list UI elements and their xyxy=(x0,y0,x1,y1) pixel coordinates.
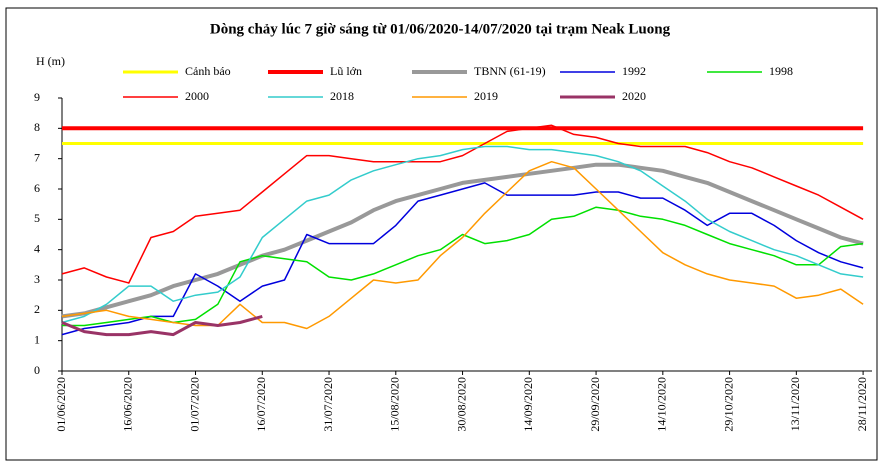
series-line xyxy=(61,314,263,337)
y-tick-label: 2 xyxy=(34,302,40,316)
legend-label: 2019 xyxy=(474,89,498,103)
y-tick-label: 0 xyxy=(34,363,40,377)
legend-label: 2018 xyxy=(330,89,354,103)
y-axis-label: H (m) xyxy=(36,54,65,68)
y-tick-label: 5 xyxy=(34,211,40,225)
y-tick-label: 6 xyxy=(34,181,40,195)
x-tick-label: 14/09/2020 xyxy=(521,377,535,432)
x-tick-label: 14/10/2020 xyxy=(655,377,669,432)
legend-label: TBNN (61-19) xyxy=(474,64,546,78)
series-line xyxy=(61,145,864,324)
legend-label: 2000 xyxy=(185,89,209,103)
x-tick-label: 30/08/2020 xyxy=(454,377,468,432)
legend-label: Lũ lớn xyxy=(330,64,362,78)
x-tick-label: 16/07/2020 xyxy=(254,377,268,432)
x-tick-label: 29/09/2020 xyxy=(588,377,602,432)
y-tick-label: 4 xyxy=(34,241,40,255)
series-line xyxy=(61,124,864,284)
x-tick-label: 16/06/2020 xyxy=(121,377,135,432)
x-tick-label: 13/11/2020 xyxy=(788,377,802,431)
legend-label: 1992 xyxy=(622,64,646,78)
legend-label: 1998 xyxy=(769,64,793,78)
y-tick-label: 7 xyxy=(34,150,40,164)
legend-label: 2020 xyxy=(622,89,646,103)
y-tick-label: 8 xyxy=(34,120,40,134)
series-line xyxy=(62,206,864,327)
x-tick-label: 15/08/2020 xyxy=(388,377,402,432)
x-tick-label: 31/07/2020 xyxy=(321,377,335,432)
x-tick-label: 29/10/2020 xyxy=(721,377,735,432)
legend-label: Cảnh báo xyxy=(185,64,231,78)
series-line xyxy=(61,182,864,336)
x-tick-label: 01/07/2020 xyxy=(187,377,201,432)
chart-title: Dòng chảy lúc 7 giờ sáng từ 01/06/2020-1… xyxy=(210,21,671,37)
x-tick-label: 01/06/2020 xyxy=(54,377,68,432)
y-tick-label: 3 xyxy=(34,272,40,286)
y-tick-label: 9 xyxy=(34,90,40,104)
y-tick-label: 1 xyxy=(34,332,40,346)
chart-frame xyxy=(5,7,878,461)
x-tick-label: 28/11/2020 xyxy=(855,377,869,431)
series-line xyxy=(61,160,864,330)
series-line xyxy=(61,162,864,319)
